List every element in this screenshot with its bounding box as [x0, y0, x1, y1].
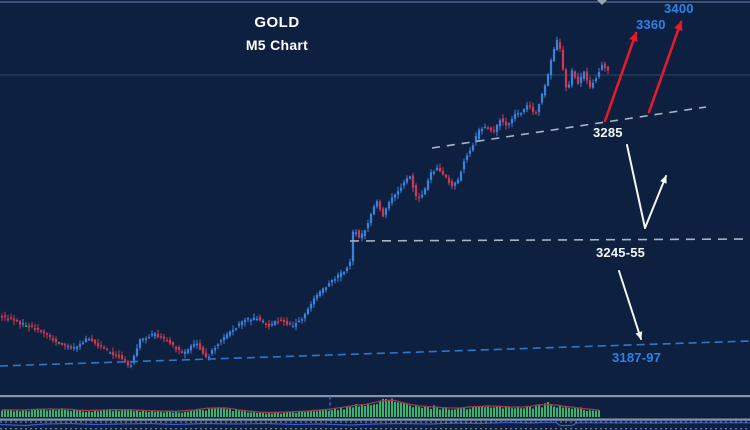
volume-panel — [1, 396, 600, 418]
indicator-panel — [0, 421, 750, 430]
trendlines — [0, 106, 750, 367]
candlestick-series — [0, 36, 610, 369]
annotation-arrows — [603, 20, 683, 340]
gridlines — [0, 1, 750, 76]
panel-separators — [0, 395, 750, 421]
scrollbar-marker — [597, 0, 607, 5]
